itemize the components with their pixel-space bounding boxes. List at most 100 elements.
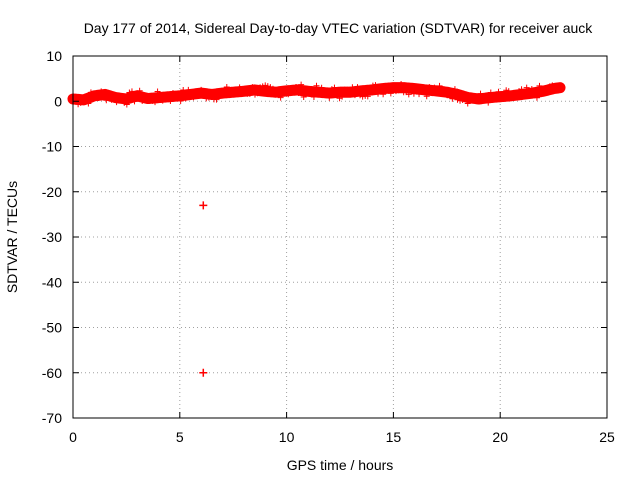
sdtvar-point — [469, 95, 476, 102]
sdtvar-point — [521, 90, 528, 97]
sdtvar-point — [413, 87, 420, 94]
grid — [73, 56, 607, 418]
sdtvar-point — [533, 94, 540, 101]
sdtvar-point — [134, 93, 141, 100]
sdtvar-point — [75, 101, 82, 108]
sdtvar-point — [554, 85, 561, 92]
sdtvar-point — [118, 95, 125, 102]
sdtvar-point — [436, 82, 443, 89]
sdtvar-point — [131, 98, 138, 105]
sdtvar-point — [474, 95, 481, 102]
x-axis-label: GPS time / hours — [287, 457, 394, 473]
sdtvar-point — [346, 87, 353, 94]
sdtvar-point — [249, 84, 256, 91]
sdtvar-point — [457, 97, 464, 104]
sdtvar-point — [87, 89, 94, 96]
sdtvar-point — [323, 90, 330, 97]
sdtvar-point — [236, 84, 243, 91]
sdtvar-point — [287, 88, 294, 95]
sdtvar-point — [492, 94, 499, 101]
x-tick-label: 10 — [279, 429, 295, 445]
sdtvar-point — [367, 86, 374, 93]
sdtvar-point — [544, 88, 551, 95]
sdtvar-point — [513, 89, 520, 96]
sdtvar-point — [108, 96, 115, 103]
sdtvar-point — [410, 90, 417, 97]
sdtvar-point — [272, 87, 279, 94]
sdtvar-point — [149, 97, 156, 104]
sdtvar-point — [446, 91, 453, 98]
sdtvar-outlier-point — [199, 368, 208, 377]
sdtvar-point — [203, 95, 210, 102]
sdtvar-point — [185, 86, 192, 93]
sdtvar-point — [380, 91, 387, 98]
sdtvar-point — [264, 83, 271, 90]
sdtvar-point — [477, 90, 484, 97]
x-tick-label: 15 — [386, 429, 402, 445]
sdtvar-point — [433, 90, 440, 97]
sdtvar-point — [354, 84, 361, 91]
sdtvar-point — [428, 88, 435, 95]
sdtvar-point — [357, 92, 364, 99]
sdtvar-point — [351, 92, 358, 99]
sdtvar-point — [518, 86, 525, 93]
sdtvar-point — [216, 91, 223, 98]
sdtvar-point — [259, 83, 266, 90]
sdtvar-point — [82, 95, 89, 102]
sdtvar-point — [313, 82, 320, 89]
sdtvar-point — [439, 85, 446, 92]
sdtvar-point — [316, 89, 323, 96]
y-tick-label: -10 — [42, 139, 62, 155]
sdtvar-point — [152, 99, 159, 106]
x-tick-label: 25 — [599, 429, 615, 445]
sdtvar-point — [280, 90, 287, 97]
sdtvar-point — [292, 84, 299, 91]
sdtvar-point — [295, 90, 302, 97]
sdtvar-point — [223, 83, 230, 90]
sdtvar-point — [500, 93, 507, 100]
sdtvar-point — [449, 95, 456, 102]
sdtvar-point — [162, 93, 169, 100]
sdtvar-point — [549, 82, 556, 89]
x-tick-label: 5 — [176, 429, 184, 445]
sdtvar-point — [318, 84, 325, 91]
sdtvar-point — [505, 88, 512, 95]
sdtvar-point — [103, 97, 110, 104]
sdtvar-point — [377, 85, 384, 92]
sdtvar-point — [262, 82, 269, 89]
sdtvar-point — [308, 89, 315, 96]
sdtvar-point — [462, 96, 469, 103]
sdtvar-point — [392, 88, 399, 95]
sdtvar-point — [546, 83, 553, 90]
sdtvar-point — [290, 84, 297, 91]
sdtvar-point — [116, 94, 123, 101]
sdtvar-point — [385, 85, 392, 92]
sdtvar-point — [362, 92, 369, 99]
sdtvar-point — [221, 88, 228, 95]
sdtvar-point — [523, 84, 530, 91]
y-tick-label: 0 — [54, 93, 62, 109]
sdtvar-point — [526, 88, 533, 95]
sdtvar-outlier-point — [199, 201, 208, 210]
sdtvar-point — [154, 88, 161, 95]
sdtvar-point — [169, 89, 176, 96]
sdtvar-point — [177, 98, 184, 105]
sdtvar-point — [190, 94, 197, 101]
sdtvar-point — [128, 88, 135, 95]
sdtvar-point — [503, 87, 510, 94]
y-tick-label: -50 — [42, 320, 62, 336]
sdtvar-point — [541, 85, 548, 92]
sdtvar-point — [182, 95, 189, 102]
sdtvar-point — [508, 93, 515, 100]
sdtvar-point — [531, 90, 538, 97]
sdtvar-point — [421, 87, 428, 94]
sdtvar-point — [213, 96, 220, 103]
sdtvar-point — [246, 90, 253, 97]
sdtvar-point — [431, 84, 438, 91]
y-tick-label: -20 — [42, 184, 62, 200]
sdtvar-point — [113, 99, 120, 106]
sdtvar-point — [123, 101, 130, 108]
sdtvar-point — [441, 87, 448, 94]
sdtvar-point — [111, 91, 118, 98]
sdtvar-point — [331, 84, 338, 91]
